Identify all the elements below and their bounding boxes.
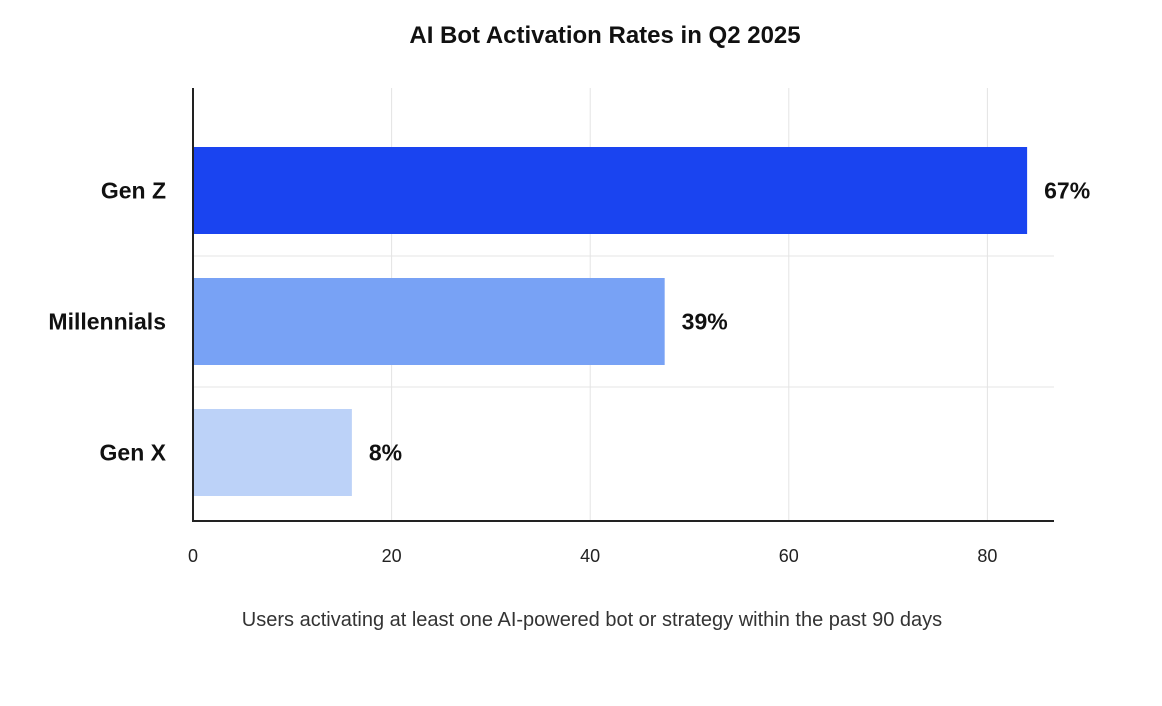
category-labels: Gen Z Millennials Gen X	[48, 178, 166, 466]
bar-gen-x	[193, 409, 352, 496]
x-tick-label: 0	[188, 546, 198, 566]
x-tick-label: 80	[977, 546, 997, 566]
category-label: Gen X	[100, 440, 167, 466]
category-label: Gen Z	[101, 178, 166, 204]
x-tick-label: 60	[779, 546, 799, 566]
x-tick-label: 40	[580, 546, 600, 566]
value-label: 39%	[682, 309, 728, 335]
chart-caption: Users activating at least one AI-powered…	[242, 609, 942, 631]
value-label: 67%	[1044, 178, 1090, 204]
chart-title: AI Bot Activation Rates in Q2 2025	[409, 22, 800, 49]
x-tick-label: 20	[382, 546, 402, 566]
axes	[192, 88, 1054, 522]
value-label: 8%	[369, 440, 402, 466]
bars	[193, 147, 1028, 496]
x-tick-labels: 0 20 40 60 80	[188, 546, 997, 566]
category-label: Millennials	[48, 309, 166, 335]
bar-gen-z	[193, 147, 1028, 234]
value-labels: 67% 39% 8%	[369, 178, 1090, 466]
bar-millennials	[193, 278, 665, 365]
